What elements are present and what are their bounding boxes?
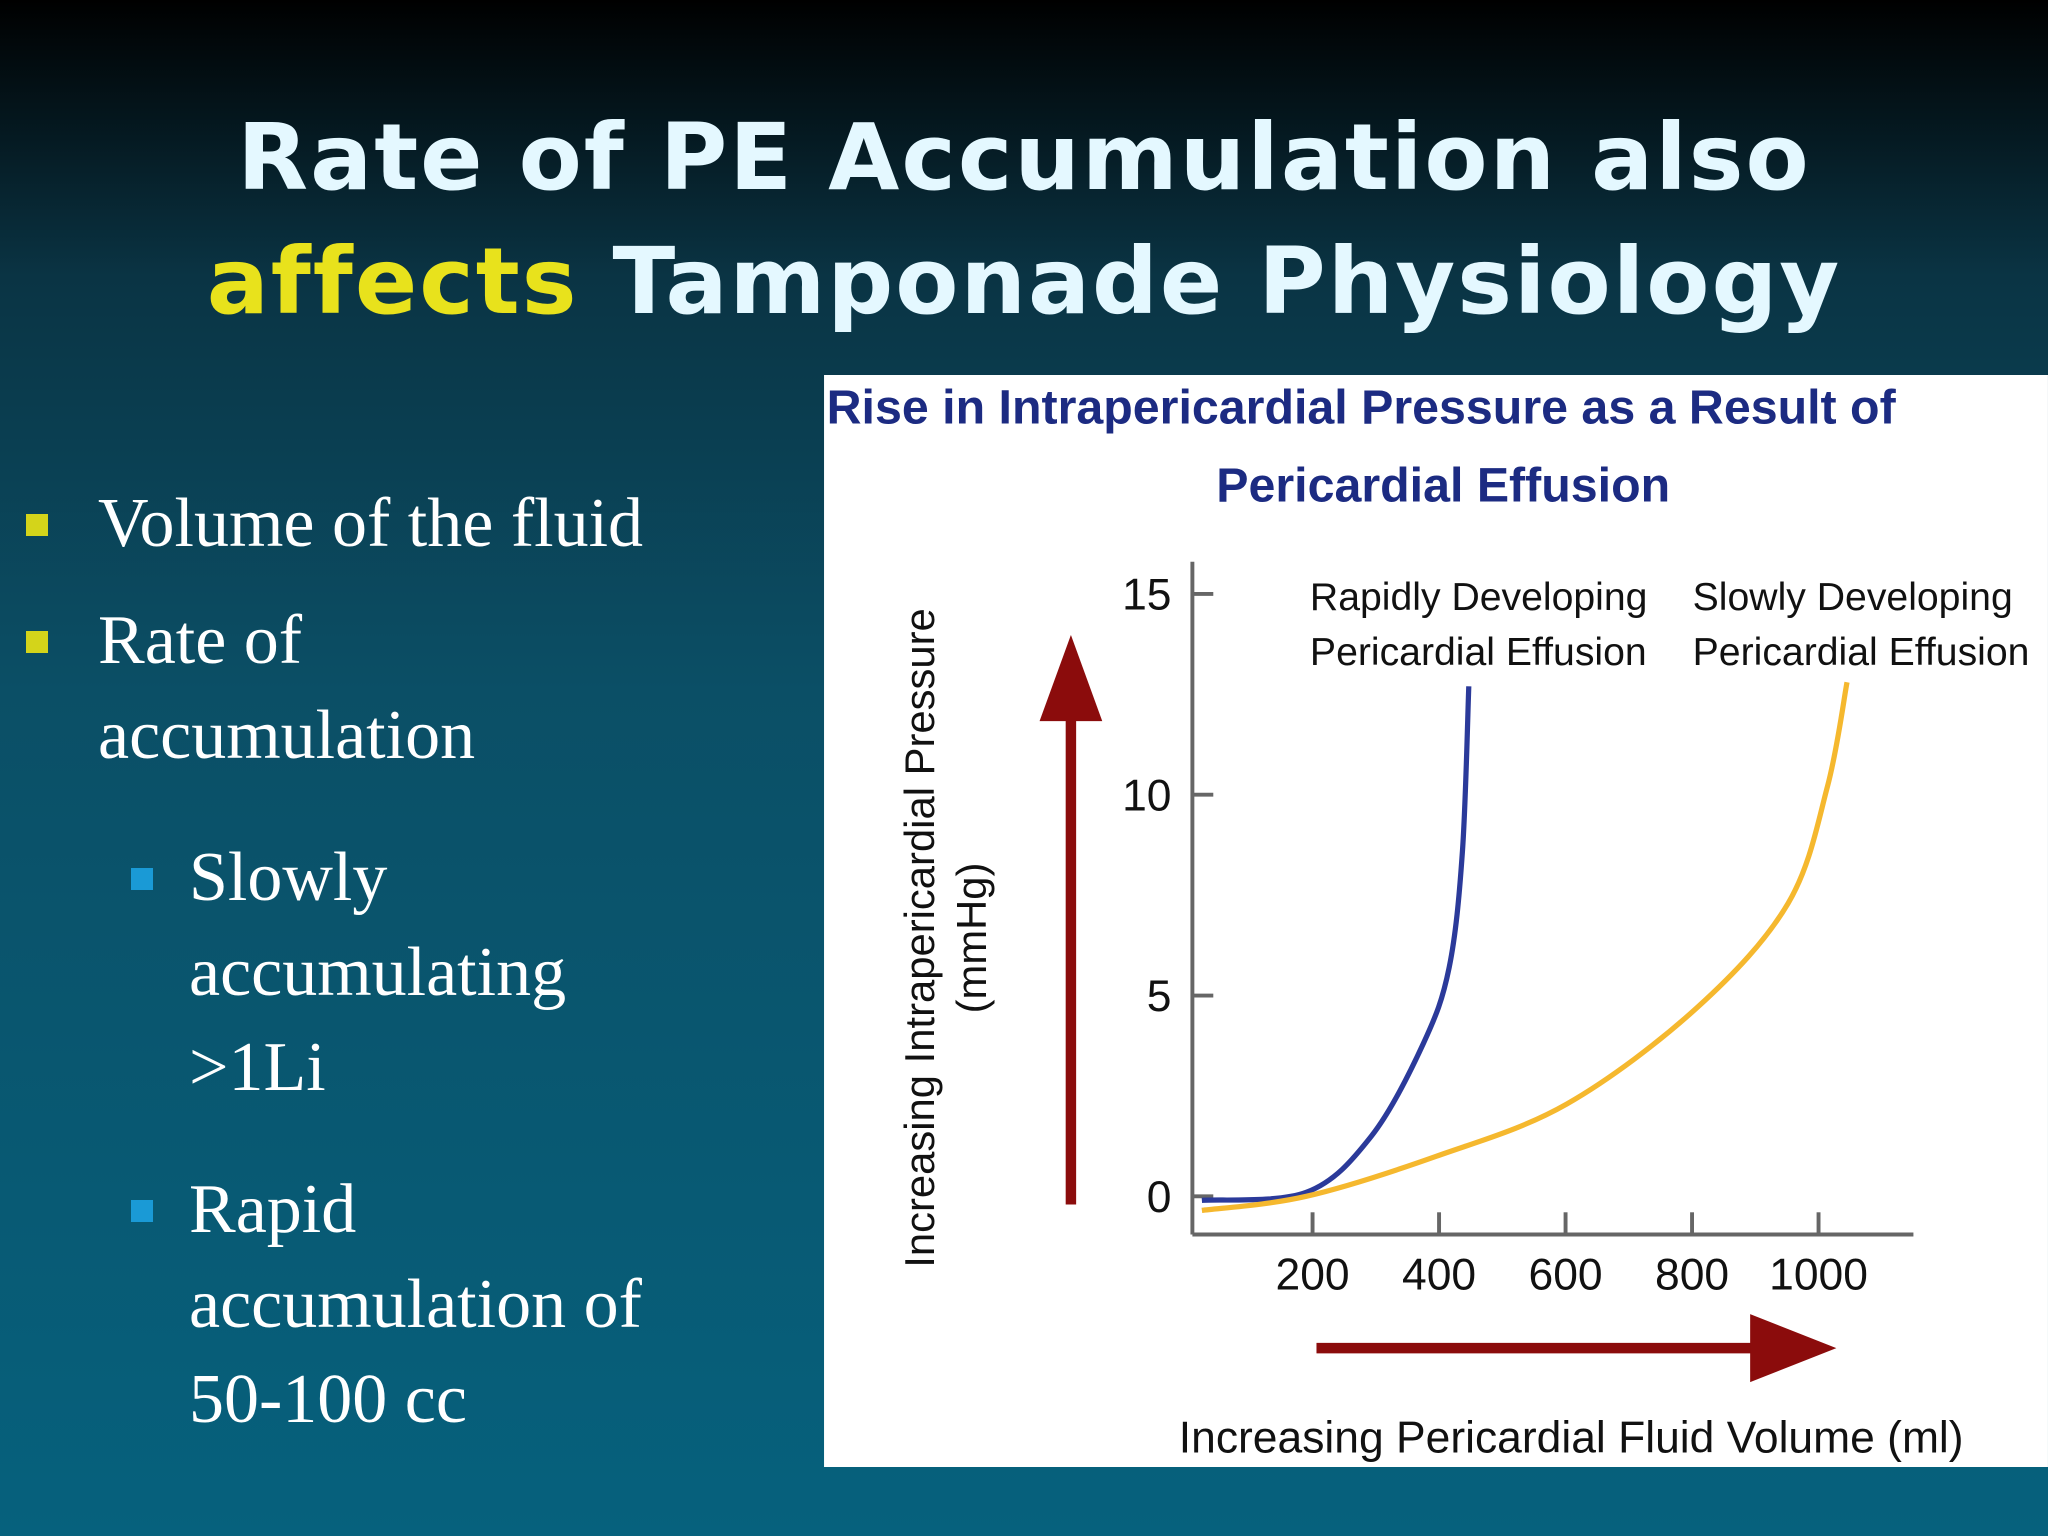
y-axis-label: Increasing Intrapericardial Pressure [896, 608, 943, 1268]
series-label: Rapidly Developing Pericardial Effusion [1310, 576, 1648, 674]
x-tick-label: 600 [1529, 1250, 1603, 1299]
chart-title: Rise in Intrapericardial Pressure as a R… [827, 380, 1897, 434]
x-axis-label: Increasing Pericardial Fluid Volume (ml) [1179, 1414, 1964, 1463]
bullet-text: Volume of the fluid [98, 485, 644, 562]
bullet-text: accumulation [98, 697, 476, 774]
bullet-marker [26, 514, 48, 536]
bullet-marker [26, 631, 48, 653]
y-tick-label: 0 [1147, 1173, 1172, 1222]
y-tick-label: 15 [1122, 571, 1171, 620]
bullet-text: Rapid [189, 1171, 357, 1248]
x-tick-label: 1000 [1769, 1250, 1868, 1299]
bullet-marker [131, 1200, 153, 1222]
line [1201, 681, 1850, 1213]
bullet-text: 50-100 cc [189, 1361, 467, 1438]
chart-background [824, 375, 2048, 1467]
bullet-text: >1Li [189, 1029, 326, 1106]
chart: Rise in Intrapericardial Pressure as a R… [824, 375, 2048, 1467]
bullet-marker [131, 868, 153, 890]
slide-title-line: affects Tamponade Physiology [0, 236, 2048, 328]
slide-title-line: Rate of PE Accumulation also [237, 104, 1811, 211]
arrow-head [1039, 634, 1103, 722]
line [1201, 686, 1472, 1203]
arrow-head [1750, 1314, 1837, 1383]
title-highlight: affects [206, 228, 579, 335]
chart-title: Pericardial Effusion [1216, 459, 1670, 513]
x-tick-label: 200 [1276, 1250, 1350, 1299]
title-rest: Tamponade Physiology [612, 228, 1842, 335]
bullet-text: accumulating [189, 934, 567, 1011]
y-tick-label: 5 [1147, 972, 1172, 1021]
x-tick-label: 400 [1402, 1250, 1476, 1299]
bullet-text: Slowly [189, 839, 388, 916]
bullet-text: accumulation of [189, 1266, 642, 1343]
y-axis-label: (mmHg) [948, 863, 995, 1014]
x-tick-label: 800 [1655, 1250, 1729, 1299]
y-tick-label: 10 [1122, 771, 1171, 820]
bullet-text: Rate of [98, 602, 303, 679]
series-label: Slowly Developing Pericardial Effusion [1693, 576, 2030, 674]
